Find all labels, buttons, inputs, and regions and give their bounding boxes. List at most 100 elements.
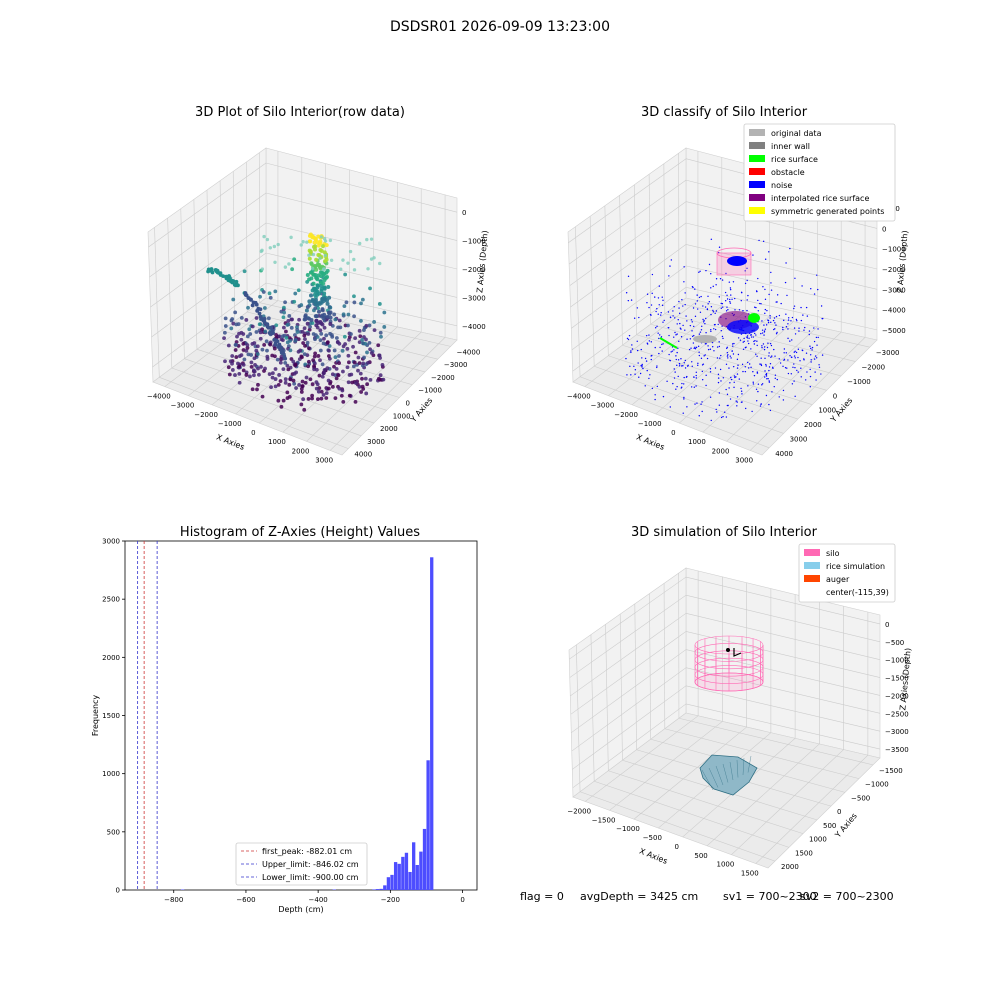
- noise-point: [710, 313, 712, 316]
- noise-point: [810, 361, 812, 363]
- noise-point: [626, 374, 628, 376]
- data-point: [276, 398, 281, 403]
- noise-point: [715, 310, 718, 312]
- x-tick-label: −2000: [194, 411, 218, 419]
- noise-point: [633, 317, 636, 319]
- noise-point: [699, 311, 702, 313]
- noise-point: [787, 359, 789, 361]
- noise-point: [808, 333, 810, 336]
- noise-point: [707, 348, 710, 351]
- data-point: [242, 357, 247, 362]
- noise-point: [678, 307, 680, 309]
- data-point: [269, 331, 274, 336]
- data-point: [285, 323, 290, 327]
- data-point: [303, 317, 308, 322]
- noise-point: [725, 272, 727, 275]
- data-point: [269, 326, 273, 330]
- data-point: [291, 378, 296, 383]
- data-point: [273, 377, 278, 381]
- data-point: [365, 350, 369, 355]
- data-point: [300, 329, 305, 334]
- noise-point: [677, 375, 679, 378]
- noise-point: [720, 302, 722, 305]
- noise-point: [705, 332, 707, 334]
- data-point: [337, 386, 342, 391]
- noise-point: [675, 334, 677, 336]
- data-point: [333, 317, 338, 322]
- noise-point: [747, 294, 749, 297]
- noise-point: [701, 378, 704, 381]
- grid-line: [702, 326, 818, 433]
- noise-point: [704, 354, 706, 356]
- grid-line: [685, 667, 881, 714]
- data-point: [268, 295, 273, 300]
- data-point: [326, 386, 331, 391]
- data-point: [352, 257, 356, 262]
- noise-point: [712, 285, 714, 288]
- noise-point: [763, 348, 766, 351]
- data-point: [320, 362, 325, 367]
- legend-label: obstacle: [771, 168, 805, 177]
- noise-point: [794, 395, 796, 398]
- noise-point: [752, 336, 755, 338]
- data-point: [327, 354, 331, 358]
- noise-point: [760, 364, 763, 367]
- noise-point: [761, 346, 763, 349]
- data-point: [287, 382, 292, 387]
- data-point: [293, 333, 297, 337]
- noise-point: [718, 341, 720, 343]
- noise-point: [682, 324, 684, 327]
- noise-point: [630, 351, 632, 354]
- noise-point: [698, 271, 700, 274]
- noise-point: [631, 344, 633, 346]
- noise-point: [684, 367, 687, 369]
- data-point: [316, 354, 321, 358]
- legend-swatch: [804, 562, 820, 569]
- legend-label: first_peak: -882.01 cm: [262, 847, 352, 856]
- data-point: [268, 342, 273, 347]
- noise-point: [733, 381, 735, 383]
- noise-point: [756, 340, 758, 342]
- noise-point: [769, 317, 771, 319]
- noise-point: [716, 357, 719, 359]
- noise-point: [659, 314, 662, 316]
- noise-point: [657, 297, 660, 299]
- data-point: [378, 261, 382, 266]
- data-point: [270, 375, 275, 380]
- noise-point: [782, 326, 784, 329]
- data-point: [278, 379, 283, 383]
- noise-point: [797, 371, 799, 373]
- data-point: [300, 384, 305, 389]
- noise-point: [787, 372, 790, 375]
- x-tick-label: 1000: [688, 438, 706, 446]
- data-point: [382, 310, 387, 315]
- noise-point: [701, 325, 703, 327]
- noise-point: [792, 366, 794, 369]
- x-axis-label: Depth (cm): [278, 905, 323, 914]
- legend-swatch: [749, 142, 765, 149]
- noise-point: [718, 296, 721, 298]
- data-point: [306, 364, 311, 369]
- data-point: [292, 299, 297, 304]
- data-point: [330, 384, 335, 389]
- noise-point: [730, 357, 732, 359]
- data-point: [314, 318, 319, 323]
- noise-point: [726, 298, 729, 300]
- legend-label: interpolated rice surface: [771, 194, 869, 203]
- legend-panel-2: [743, 123, 896, 222]
- noise-point: [651, 387, 654, 390]
- data-point: [233, 310, 238, 315]
- data-point: [239, 315, 244, 320]
- grid-line: [685, 576, 881, 625]
- legend-label: symmetric generated points: [771, 207, 884, 216]
- data-point: [292, 381, 297, 386]
- noise-point: [699, 270, 701, 272]
- y-tick-label: 3000: [102, 538, 120, 546]
- data-point: [255, 344, 260, 349]
- noise-point: [800, 367, 802, 369]
- x-tick-label: 0: [460, 896, 464, 904]
- y-tick-label: −1000: [847, 378, 871, 386]
- noise-point: [700, 295, 702, 298]
- y-tick-label: −1500: [879, 767, 903, 775]
- noise-point: [704, 306, 707, 308]
